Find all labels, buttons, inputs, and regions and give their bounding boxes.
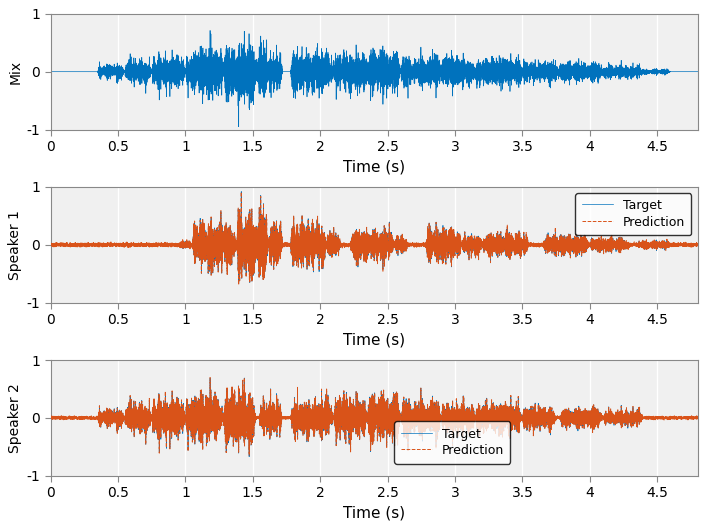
Prediction — [391, 408, 400, 415]
Prediction — [90, 416, 99, 422]
Target — [551, 416, 560, 423]
Prediction — [551, 242, 560, 248]
Target — [530, 420, 538, 426]
Prediction — [391, 241, 400, 247]
Y-axis label: Mix: Mix — [8, 60, 23, 84]
Prediction — [206, 375, 215, 381]
Line: Prediction: Prediction — [51, 192, 698, 285]
Prediction — [281, 415, 289, 421]
Prediction — [245, 452, 253, 459]
Legend: Target, Prediction: Target, Prediction — [394, 422, 510, 463]
Line: Target: Target — [51, 191, 698, 284]
Target — [281, 415, 289, 421]
Prediction — [693, 415, 702, 422]
Target — [240, 375, 249, 381]
Target — [693, 242, 702, 248]
Target — [693, 415, 702, 421]
Prediction — [47, 243, 55, 249]
X-axis label: Time (s): Time (s) — [343, 333, 405, 348]
Prediction — [47, 414, 55, 420]
Y-axis label: Speaker 1: Speaker 1 — [8, 210, 23, 280]
Target — [530, 242, 538, 248]
Target — [140, 242, 148, 248]
Target — [391, 409, 400, 416]
Target — [237, 188, 246, 195]
Target — [391, 240, 400, 247]
Prediction — [530, 242, 538, 248]
Target — [90, 415, 99, 421]
Prediction — [530, 420, 538, 426]
Target — [234, 280, 243, 287]
Prediction — [140, 423, 148, 429]
Prediction — [281, 242, 289, 249]
Prediction — [140, 242, 148, 248]
Legend: Target, Prediction: Target, Prediction — [575, 193, 691, 235]
Target — [47, 242, 55, 248]
Line: Target: Target — [51, 378, 698, 457]
X-axis label: Time (s): Time (s) — [343, 159, 405, 175]
X-axis label: Time (s): Time (s) — [343, 506, 405, 521]
Target — [47, 415, 55, 421]
Target — [245, 453, 253, 460]
Line: Prediction: Prediction — [51, 378, 698, 455]
Target — [551, 240, 560, 246]
Target — [281, 242, 289, 248]
Prediction — [693, 241, 702, 248]
Y-axis label: Speaker 2: Speaker 2 — [8, 383, 23, 453]
Target — [140, 421, 148, 427]
Prediction — [90, 241, 99, 248]
Prediction — [551, 416, 560, 422]
Prediction — [237, 189, 246, 195]
Prediction — [234, 281, 243, 288]
Target — [90, 242, 99, 248]
